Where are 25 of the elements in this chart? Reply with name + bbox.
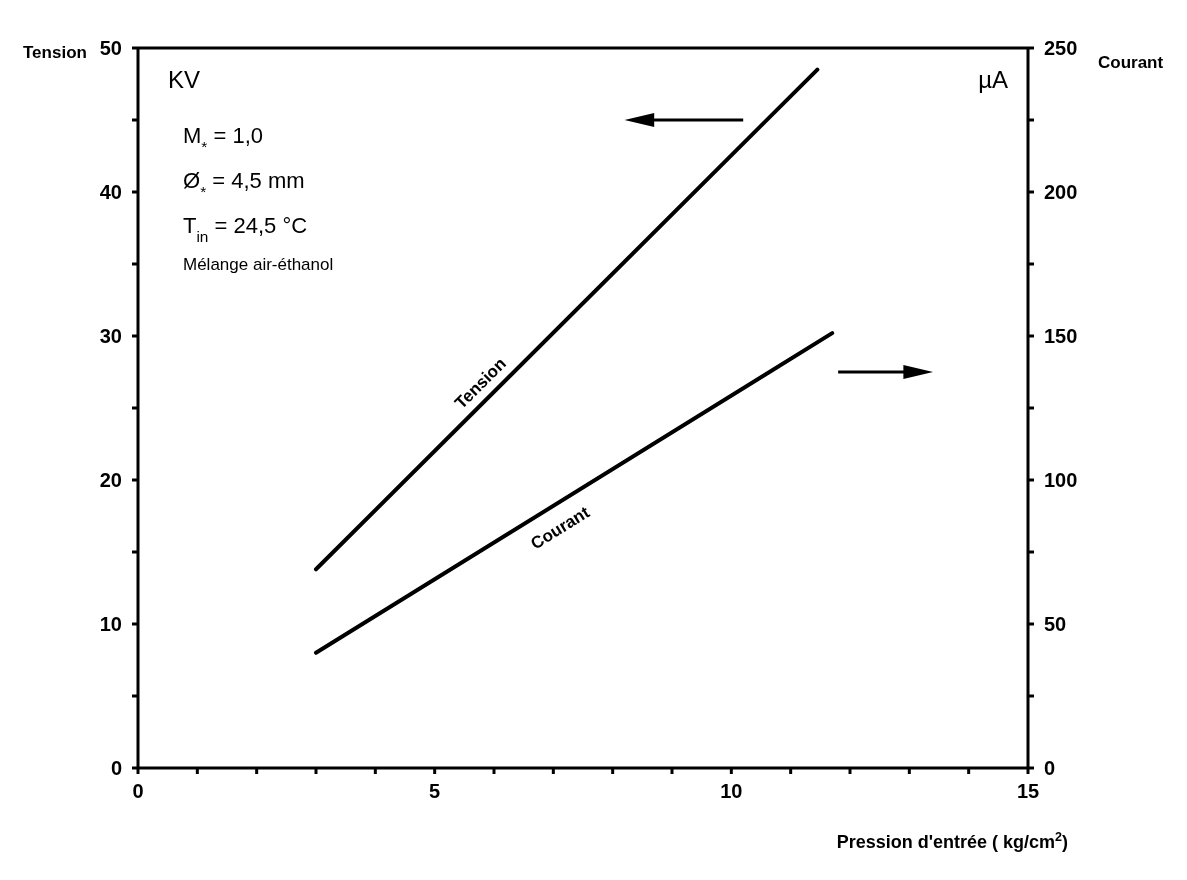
y-axis-title: Tension [23, 43, 87, 62]
annotation: µA [978, 66, 1008, 93]
annotation: Mélange air-éthanol [183, 255, 334, 274]
x-axis-title: Pression d'entrée ( kg/cm$^{2}$) [836, 830, 1068, 852]
y2-tick-label: 50 [1044, 613, 1067, 635]
y-tick-label: 20 [99, 469, 122, 491]
y2-axis-title: Courant [1098, 53, 1164, 72]
y2-tick-label: 250 [1044, 37, 1078, 59]
y2-tick-label: 100 [1044, 469, 1078, 491]
y-tick-label: 40 [99, 181, 122, 203]
y2-tick-label: 0 [1044, 757, 1056, 779]
annotation: T$_{in}$ = 24,5 °C [183, 213, 308, 245]
annotation: Ø$_{*}$ = 4,5 mm [183, 168, 305, 200]
x-tick-label: 5 [429, 780, 441, 802]
y-tick-label: 0 [110, 757, 122, 779]
x-tick-label: 0 [132, 780, 144, 802]
y2-tick-label: 200 [1044, 181, 1078, 203]
y-tick-label: 50 [99, 37, 122, 59]
y-tick-label: 10 [99, 613, 122, 635]
x-tick-label: 10 [720, 780, 743, 802]
annotation: KV [168, 66, 201, 93]
y-tick-label: 30 [99, 325, 122, 347]
y2-tick-label: 150 [1044, 325, 1078, 347]
x-tick-label: 15 [1016, 780, 1040, 802]
annotation: M$_{*}$ = 1,0 [183, 123, 263, 155]
